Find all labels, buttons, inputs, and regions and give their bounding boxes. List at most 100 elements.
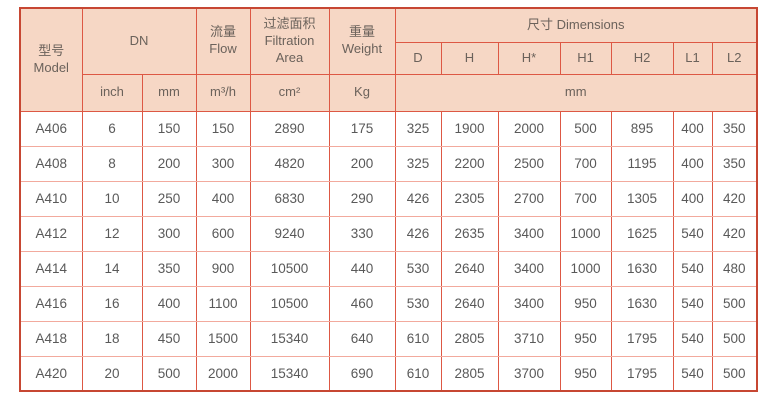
cell-dim-h1: 950 bbox=[559, 320, 612, 357]
cell-dim-d: 610 bbox=[394, 320, 442, 357]
cell-dim-h2: 1795 bbox=[610, 355, 674, 392]
cell-model: A408 bbox=[19, 145, 83, 182]
cell-dn-inch: 14 bbox=[81, 250, 143, 287]
cell-dim-h2: 895 bbox=[610, 110, 674, 147]
cell-flow: 600 bbox=[195, 215, 251, 252]
col-header-l1: L1 bbox=[672, 41, 713, 75]
cell-filtration-area: 15340 bbox=[249, 355, 330, 392]
cell-dim-h1: 700 bbox=[559, 145, 612, 182]
cell-dim-l2: 350 bbox=[711, 145, 758, 182]
cell-dim-h-star: 3400 bbox=[497, 250, 561, 287]
cell-dim-l1: 540 bbox=[672, 285, 713, 322]
cell-weight: 200 bbox=[328, 145, 396, 182]
cell-dim-h: 2805 bbox=[440, 355, 499, 392]
cell-dn-mm: 300 bbox=[141, 215, 197, 252]
cell-filtration-area: 2890 bbox=[249, 110, 330, 147]
cell-dim-l1: 400 bbox=[672, 110, 713, 147]
cell-dim-h-star: 2000 bbox=[497, 110, 561, 147]
cell-filtration-area: 15340 bbox=[249, 320, 330, 357]
cell-dim-h: 2805 bbox=[440, 320, 499, 357]
cell-dim-h1: 1000 bbox=[559, 250, 612, 287]
cell-dn-inch: 16 bbox=[81, 285, 143, 322]
col-header-h-star: H* bbox=[497, 41, 561, 75]
cell-dn-mm: 200 bbox=[141, 145, 197, 182]
header-row-groups: 型号 Model DN 流量 Flow 过滤面积 Filtration Area… bbox=[19, 7, 758, 112]
col-header-model: 型号 Model bbox=[19, 7, 83, 112]
cell-dim-d: 426 bbox=[394, 215, 442, 252]
cell-model: A416 bbox=[19, 285, 83, 322]
cell-model: A418 bbox=[19, 320, 83, 357]
table-row: A412 12 300 600 9240 330 426 2635 3400 1000 1625 54… bbox=[19, 215, 758, 252]
cell-filtration-area: 10500 bbox=[249, 285, 330, 322]
cell-dn-mm: 500 bbox=[141, 355, 197, 392]
cell-dim-h-star: 3400 bbox=[497, 285, 561, 322]
cell-dim-l2: 500 bbox=[711, 320, 758, 357]
cell-dn-inch: 18 bbox=[81, 320, 143, 357]
cell-dim-h-star: 2700 bbox=[497, 180, 561, 217]
cell-dim-h1: 700 bbox=[559, 180, 612, 217]
cell-dn-mm: 450 bbox=[141, 320, 197, 357]
col-header-flow: 流量 Flow bbox=[195, 7, 251, 75]
unit-dimensions: mm bbox=[394, 73, 758, 112]
unit-flow: m³/h bbox=[195, 73, 251, 112]
cell-dim-l1: 540 bbox=[672, 320, 713, 357]
cell-flow: 1500 bbox=[195, 320, 251, 357]
unit-filtration-area: cm² bbox=[249, 73, 330, 112]
cell-dim-l1: 400 bbox=[672, 180, 713, 217]
col-header-h1: H1 bbox=[559, 41, 612, 75]
table-row: A406 6 150 150 2890 175 325 1900 2000 500 895 400 35… bbox=[19, 110, 758, 147]
cell-dim-l2: 500 bbox=[711, 285, 758, 322]
cell-filtration-area: 4820 bbox=[249, 145, 330, 182]
cell-flow: 900 bbox=[195, 250, 251, 287]
table-header: 型号 Model DN 流量 Flow 过滤面积 Filtration Area… bbox=[19, 7, 758, 112]
cell-dn-mm: 350 bbox=[141, 250, 197, 287]
cell-dim-d: 426 bbox=[394, 180, 442, 217]
cell-dim-d: 530 bbox=[394, 285, 442, 322]
cell-dim-h2: 1195 bbox=[610, 145, 674, 182]
cell-dim-h2: 1625 bbox=[610, 215, 674, 252]
cell-dim-h: 2640 bbox=[440, 285, 499, 322]
cell-dn-mm: 400 bbox=[141, 285, 197, 322]
cell-dim-h: 2635 bbox=[440, 215, 499, 252]
cell-weight: 175 bbox=[328, 110, 396, 147]
cell-filtration-area: 6830 bbox=[249, 180, 330, 217]
table-row: A416 16 400 1100 10500 460 530 2640 3400 950 1630 5… bbox=[19, 285, 758, 322]
cell-dim-l1: 540 bbox=[672, 355, 713, 392]
cell-weight: 690 bbox=[328, 355, 396, 392]
table-row: A408 8 200 300 4820 200 325 2200 2500 700 1195 400 3… bbox=[19, 145, 758, 182]
cell-dim-h: 1900 bbox=[440, 110, 499, 147]
cell-model: A412 bbox=[19, 215, 83, 252]
col-header-weight: 重量 Weight bbox=[328, 7, 396, 75]
cell-flow: 2000 bbox=[195, 355, 251, 392]
cell-flow: 1100 bbox=[195, 285, 251, 322]
cell-model: A420 bbox=[19, 355, 83, 392]
col-header-filtration-area: 过滤面积 Filtration Area bbox=[249, 7, 330, 75]
col-header-l2: L2 bbox=[711, 41, 758, 75]
cell-dim-h-star: 3700 bbox=[497, 355, 561, 392]
cell-dn-mm: 250 bbox=[141, 180, 197, 217]
cell-weight: 640 bbox=[328, 320, 396, 357]
cell-dim-d: 325 bbox=[394, 110, 442, 147]
cell-dim-h: 2200 bbox=[440, 145, 499, 182]
cell-dim-h1: 500 bbox=[559, 110, 612, 147]
table-body: A406 6 150 150 2890 175 325 1900 2000 500 895 400 35… bbox=[19, 110, 758, 392]
cell-dim-l1: 540 bbox=[672, 250, 713, 287]
cell-dim-h-star: 3710 bbox=[497, 320, 561, 357]
cell-model: A406 bbox=[19, 110, 83, 147]
header-row-dimension-letters: D H H* H1 H2 L1 L2 bbox=[20, 41, 758, 75]
table-row: A418 18 450 1500 15340 640 610 2805 3710 950 1795 5… bbox=[19, 320, 758, 357]
cell-dim-h: 2640 bbox=[440, 250, 499, 287]
header-row-units: inch mm m³/h cm² Kg mm bbox=[20, 73, 758, 112]
cell-flow: 300 bbox=[195, 145, 251, 182]
cell-dim-l2: 420 bbox=[711, 215, 758, 252]
cell-dim-l2: 500 bbox=[711, 355, 758, 392]
cell-dim-h2: 1630 bbox=[610, 285, 674, 322]
cell-weight: 460 bbox=[328, 285, 396, 322]
cell-dn-inch: 6 bbox=[81, 110, 143, 147]
unit-dn-mm: mm bbox=[141, 73, 197, 112]
filter-spec-table: 型号 Model DN 流量 Flow 过滤面积 Filtration Area… bbox=[19, 7, 758, 392]
cell-weight: 290 bbox=[328, 180, 396, 217]
cell-dim-h1: 950 bbox=[559, 355, 612, 392]
cell-dn-inch: 8 bbox=[81, 145, 143, 182]
